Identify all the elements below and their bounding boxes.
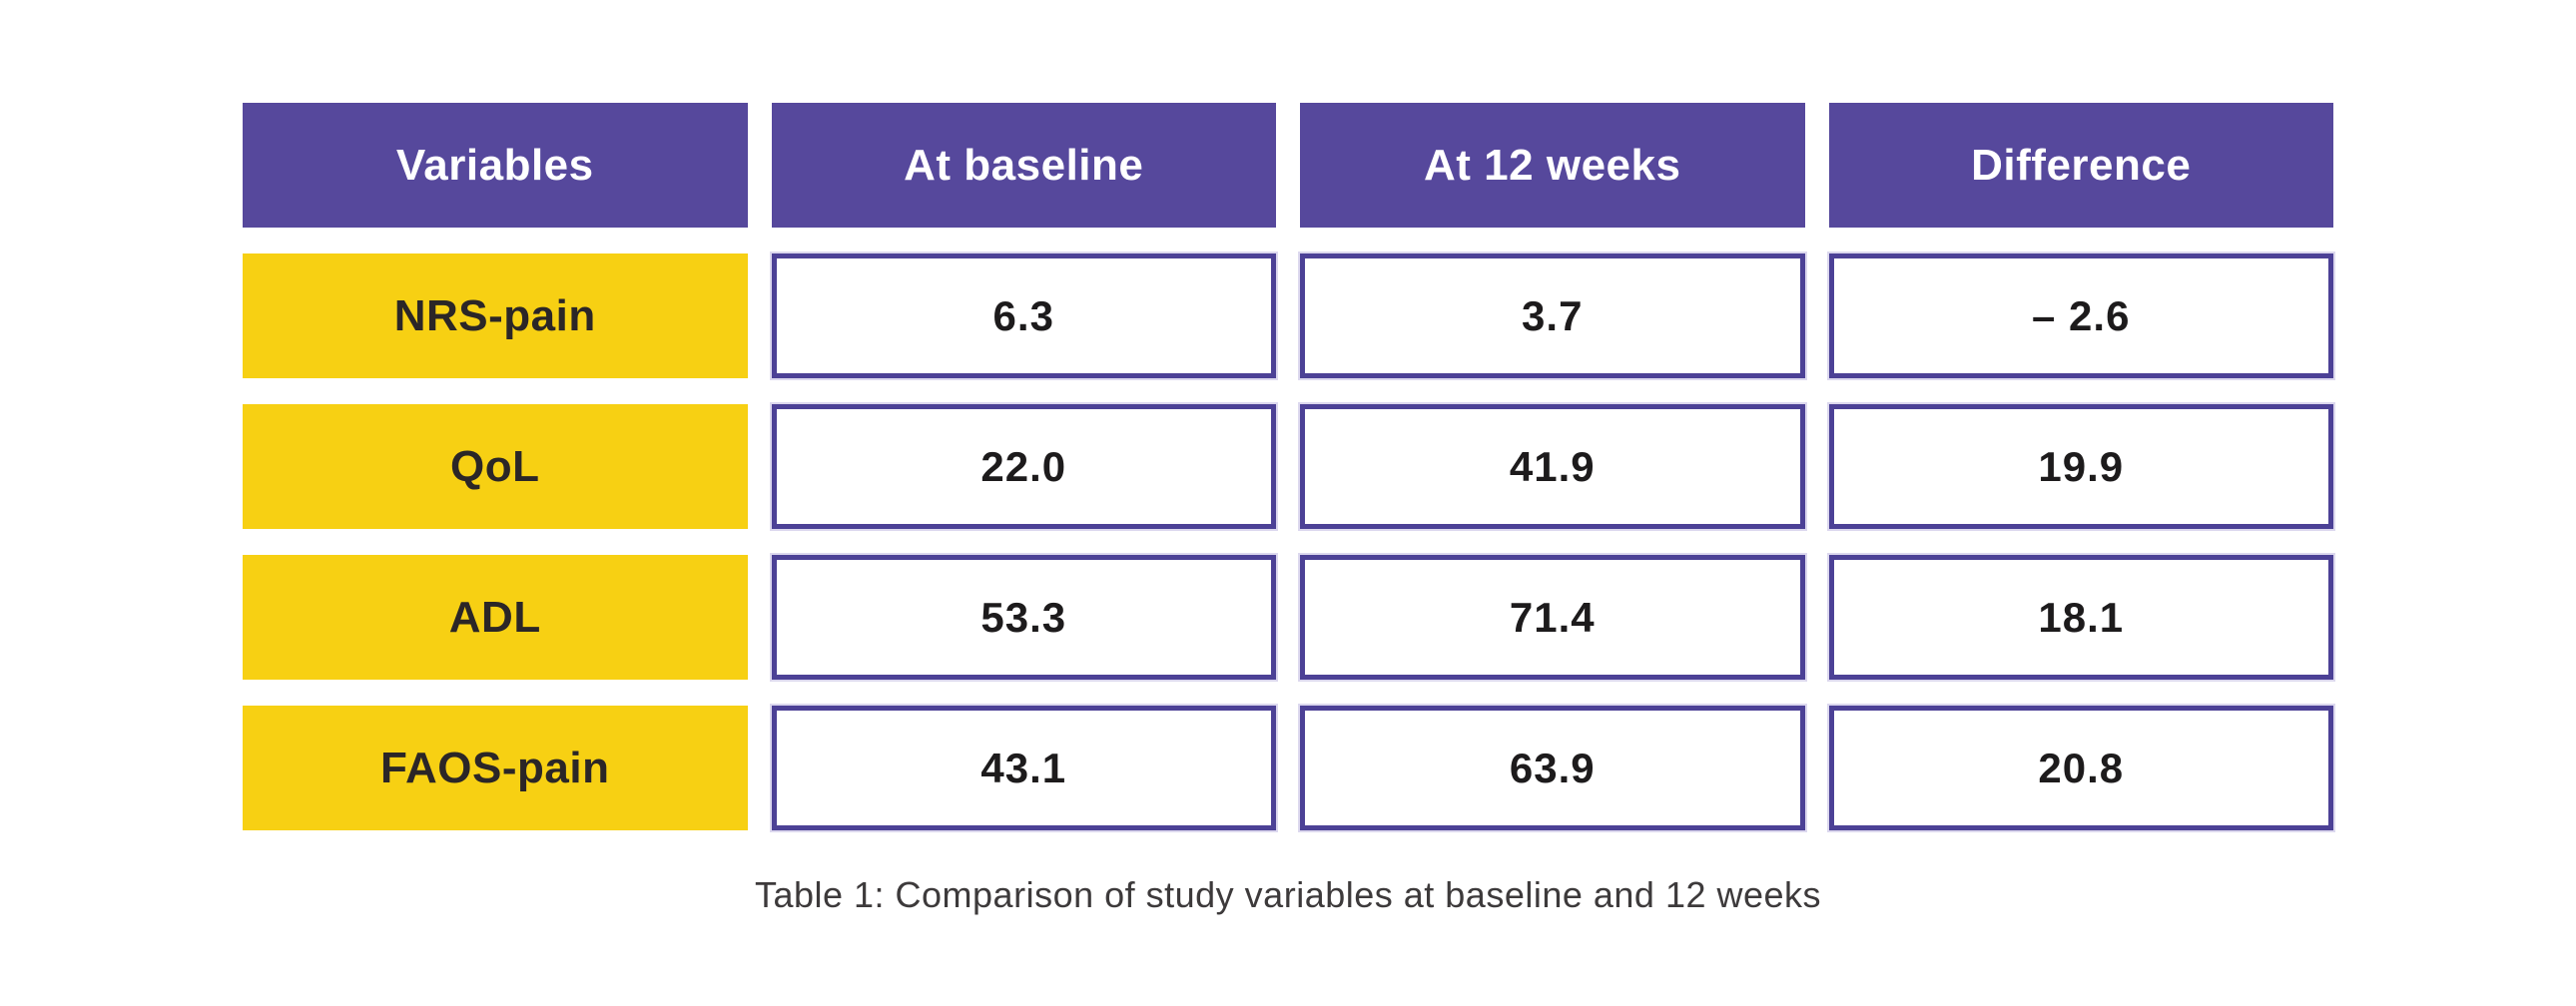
value-qol-difference: 19.9 [1828,404,2333,529]
value-nrs-pain-12weeks: 3.7 [1300,253,1805,378]
row-label-faos-pain: FAOS-pain [243,706,748,830]
value-faos-pain-12weeks: 63.9 [1300,706,1805,830]
value-nrs-pain-baseline: 6.3 [771,253,1276,378]
row-label-adl: ADL [243,555,748,680]
value-faos-pain-baseline: 43.1 [771,706,1276,830]
value-adl-12weeks: 71.4 [1300,555,1805,680]
header-cell-baseline: At baseline [771,103,1276,228]
value-qol-baseline: 22.0 [771,404,1276,529]
table-caption: Table 1: Comparison of study variables a… [754,874,1822,915]
value-nrs-pain-difference: – 2.6 [1828,253,2333,378]
value-faos-pain-difference: 20.8 [1828,706,2333,830]
comparison-table: Variables At baseline At 12 weeks Differ… [243,103,2333,830]
header-cell-difference: Difference [1828,103,2333,228]
header-cell-variables: Variables [243,103,748,228]
row-label-nrs-pain: NRS-pain [243,253,748,378]
value-adl-difference: 18.1 [1828,555,2333,680]
value-adl-baseline: 53.3 [771,555,1276,680]
header-cell-12weeks: At 12 weeks [1300,103,1805,228]
value-qol-12weeks: 41.9 [1300,404,1805,529]
row-label-qol: QoL [243,404,748,529]
